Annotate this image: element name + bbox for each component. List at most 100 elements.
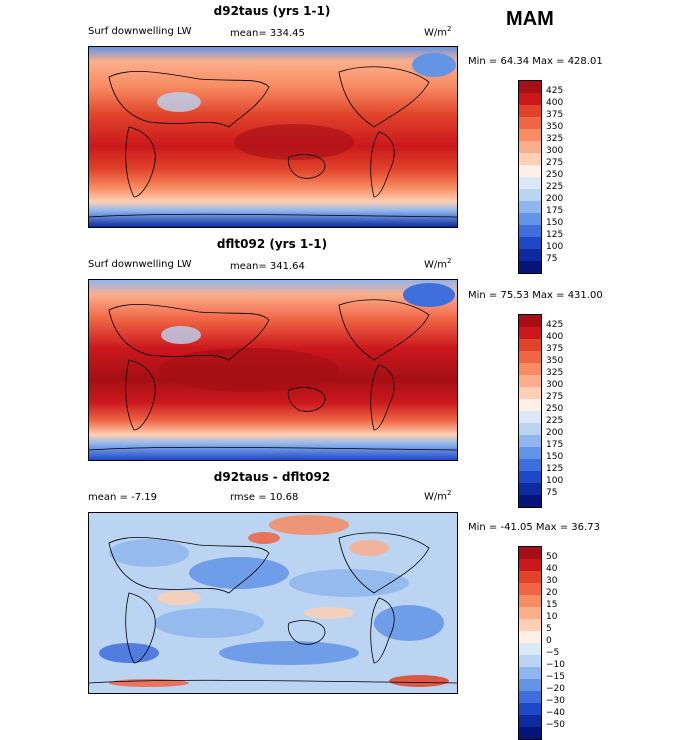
colorbar-swatch xyxy=(518,80,542,93)
colorbar-tick-label: 325 xyxy=(546,134,564,144)
colorbar-swatch xyxy=(518,447,542,459)
colorbar-swatch xyxy=(518,546,542,559)
panel-1-colorbar xyxy=(518,80,542,274)
panel-3-minmax: Min = -41.05 Max = 36.73 xyxy=(468,522,600,533)
colorbar-tick-label: 275 xyxy=(546,158,564,168)
colorbar-swatch xyxy=(518,237,542,249)
colorbar-swatch xyxy=(518,607,542,619)
colorbar-swatch xyxy=(518,631,542,643)
colorbar-swatch xyxy=(518,643,542,655)
colorbar-tick-label: −30 xyxy=(546,696,565,706)
colorbar-swatch xyxy=(518,459,542,471)
colorbar-tick-label: 75 xyxy=(546,254,558,264)
panel-2-title: dflt092 (yrs 1-1) xyxy=(216,237,328,251)
colorbar-swatch xyxy=(518,141,542,153)
colorbar-swatch xyxy=(518,261,542,274)
colorbar-tick-label: −15 xyxy=(546,672,565,682)
colorbar-tick-label: 400 xyxy=(546,98,564,108)
colorbar-tick-label: −50 xyxy=(546,720,565,730)
colorbar-swatch xyxy=(518,411,542,423)
colorbar-swatch xyxy=(518,363,542,375)
colorbar-tick-label: 30 xyxy=(546,576,558,586)
colorbar-tick-label: 325 xyxy=(546,368,564,378)
colorbar-swatch xyxy=(518,375,542,387)
panel-3-mean: mean = -7.19 xyxy=(88,492,157,503)
panel-2-colorbar xyxy=(518,314,542,508)
colorbar-tick-label: 75 xyxy=(546,488,558,498)
colorbar-swatch xyxy=(518,571,542,583)
colorbar-swatch xyxy=(518,559,542,571)
colorbar-swatch xyxy=(518,153,542,165)
colorbar-tick-label: 175 xyxy=(546,206,564,216)
colorbar-swatch xyxy=(518,483,542,495)
colorbar-swatch xyxy=(518,399,542,411)
colorbar-tick-label: 150 xyxy=(546,452,564,462)
panel-3-map xyxy=(88,512,458,694)
colorbar-tick-label: 125 xyxy=(546,230,564,240)
colorbar-tick-label: 0 xyxy=(546,636,552,646)
colorbar-swatch xyxy=(518,727,542,740)
colorbar-tick-label: 40 xyxy=(546,564,558,574)
panel-3-title: d92taus - dflt092 xyxy=(213,470,331,484)
colorbar-tick-label: 375 xyxy=(546,110,564,120)
colorbar-swatch xyxy=(518,225,542,237)
panel-2-var-label: Surf downwelling LW xyxy=(88,259,192,270)
panel-1-title: d92taus (yrs 1-1) xyxy=(213,4,331,18)
colorbar-swatch xyxy=(518,471,542,483)
colorbar-swatch xyxy=(518,715,542,727)
colorbar-swatch xyxy=(518,327,542,339)
colorbar-tick-label: 275 xyxy=(546,392,564,402)
colorbar-swatch xyxy=(518,339,542,351)
panel-3-rmse: rmse = 10.68 xyxy=(230,492,299,503)
colorbar-swatch xyxy=(518,691,542,703)
colorbar-tick-label: 10 xyxy=(546,612,558,622)
panel-2-map xyxy=(88,279,458,461)
colorbar-swatch xyxy=(518,495,542,508)
colorbar-swatch xyxy=(518,213,542,225)
colorbar-tick-label: 375 xyxy=(546,344,564,354)
colorbar-tick-label: 300 xyxy=(546,146,564,156)
colorbar-tick-label: −10 xyxy=(546,660,565,670)
colorbar-swatch xyxy=(518,583,542,595)
colorbar-swatch xyxy=(518,249,542,261)
colorbar-swatch xyxy=(518,105,542,117)
colorbar-swatch xyxy=(518,595,542,607)
panel-1-units: W/m2 xyxy=(424,25,452,39)
colorbar-tick-label: 150 xyxy=(546,218,564,228)
colorbar-swatch xyxy=(518,129,542,141)
colorbar-tick-label: 400 xyxy=(546,332,564,342)
colorbar-tick-label: −40 xyxy=(546,708,565,718)
panel-1-var-label: Surf downwelling LW xyxy=(88,26,192,37)
colorbar-tick-label: 50 xyxy=(546,552,558,562)
colorbar-swatch xyxy=(518,351,542,363)
colorbar-swatch xyxy=(518,117,542,129)
colorbar-swatch xyxy=(518,177,542,189)
colorbar-swatch xyxy=(518,435,542,447)
colorbar-swatch xyxy=(518,667,542,679)
colorbar-tick-label: 250 xyxy=(546,404,564,414)
panel-2-units: W/m2 xyxy=(424,257,452,271)
colorbar-tick-label: 5 xyxy=(546,624,552,634)
panel-2-colorbar-labels: 425 400 375 350 325 300 275 250 225 200 175 150 125 1… xyxy=(546,319,563,499)
panel-1-map xyxy=(88,46,458,228)
colorbar-tick-label: 20 xyxy=(546,588,558,598)
colorbar-tick-label: 425 xyxy=(546,86,564,96)
colorbar-tick-label: 425 xyxy=(546,320,564,330)
panel-3-units: W/m2 xyxy=(424,489,452,503)
colorbar-tick-label: 200 xyxy=(546,194,564,204)
colorbar-swatch xyxy=(518,423,542,435)
colorbar-swatch xyxy=(518,703,542,715)
panel-1-mean: mean= 334.45 xyxy=(230,28,305,39)
colorbar-tick-label: 300 xyxy=(546,380,564,390)
colorbar-tick-label: −5 xyxy=(546,648,560,658)
colorbar-tick-label: 100 xyxy=(546,242,564,252)
colorbar-tick-label: −20 xyxy=(546,684,565,694)
colorbar-tick-label: 100 xyxy=(546,476,564,486)
colorbar-tick-label: 350 xyxy=(546,122,564,132)
colorbar-tick-label: 250 xyxy=(546,170,564,180)
panel-3-colorbar-labels: 50 40 30 20 15 10 5 0 −5 −10 −15 −20 −30 −40 −50 xyxy=(546,551,565,731)
colorbar-tick-label: 350 xyxy=(546,356,564,366)
colorbar-swatch xyxy=(518,201,542,213)
colorbar-swatch xyxy=(518,314,542,327)
panel-1-minmax: Min = 64.34 Max = 428.01 xyxy=(468,56,603,67)
